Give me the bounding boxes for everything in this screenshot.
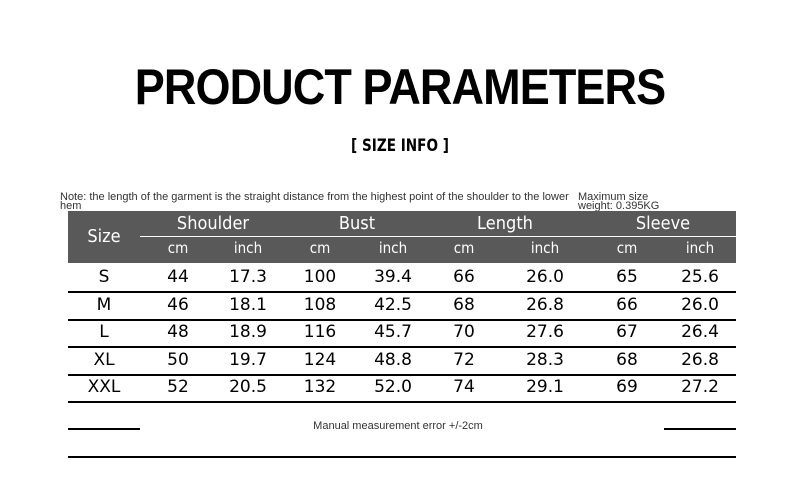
- table-row: L 48 18.9 116 45.7 70 27.6 67 26.4: [68, 318, 736, 349]
- cell: 39.4: [374, 267, 412, 287]
- cell: 26.4: [681, 322, 719, 343]
- cell: 45.7: [374, 322, 412, 343]
- cell: 72: [453, 349, 475, 370]
- page-title: PRODUCT PARAMETERS: [134, 59, 666, 115]
- cell: 48.8: [374, 349, 412, 370]
- footer-note: Manual measurement error +/-2cm: [313, 420, 483, 432]
- header-divider: [140, 236, 736, 237]
- divider-right: [664, 428, 736, 430]
- note: Note: the length of the garment is the s…: [60, 191, 569, 212]
- cell: 18.9: [229, 322, 267, 343]
- cell: 67: [616, 322, 638, 343]
- cell: 19.7: [229, 349, 267, 370]
- cell: 18.1: [229, 294, 267, 315]
- size-cell: S: [98, 267, 110, 287]
- cell: 100: [303, 267, 337, 287]
- cell: 48: [167, 322, 189, 343]
- cell: 68: [616, 349, 638, 370]
- unit-header: inch: [233, 239, 263, 257]
- unit-header: cm: [616, 239, 638, 257]
- unit-header: inch: [685, 239, 715, 257]
- weight-note: Maximum size weight: 0.395KG: [578, 191, 660, 212]
- cell: 132: [303, 377, 337, 398]
- cell: 69: [616, 377, 638, 398]
- cell: 29.1: [526, 377, 564, 398]
- group-header: Shoulder: [176, 213, 250, 234]
- size-header: Size: [87, 226, 121, 247]
- cell: 70: [453, 322, 475, 343]
- cell: 27.6: [526, 322, 564, 343]
- unit-header: cm: [309, 239, 331, 257]
- cell: 26.0: [681, 294, 719, 315]
- cell: 26.8: [526, 294, 564, 315]
- unit-header: inch: [530, 239, 560, 257]
- cell: 124: [303, 349, 337, 370]
- table-row: S 44 17.3 100 39.4 66 26.0 65 25.6: [68, 263, 736, 293]
- unit-header: inch: [378, 239, 408, 257]
- cell: 65: [616, 267, 638, 287]
- cell: 26.8: [681, 349, 719, 370]
- cell: 25.6: [681, 267, 719, 287]
- cell: 66: [453, 267, 475, 287]
- unit-header: cm: [167, 239, 189, 257]
- table-row: XL 50 19.7 124 48.8 72 28.3 68 26.8: [68, 346, 736, 376]
- cell: 17.3: [229, 267, 267, 287]
- cell: 74: [453, 377, 475, 398]
- table-row: M 46 18.1 108 42.5 68 26.8 66 26.0: [68, 291, 736, 321]
- group-header: Bust: [338, 213, 376, 234]
- cell: 52: [167, 377, 189, 398]
- cell: 66: [616, 294, 638, 315]
- unit-header: cm: [453, 239, 475, 257]
- cell: 50: [167, 349, 189, 370]
- cell: 46: [167, 294, 189, 315]
- cell: 26.0: [526, 267, 564, 287]
- size-cell: XXL: [87, 377, 121, 398]
- subtitle: [ SIZE INFO ]: [351, 136, 449, 156]
- cell: 52.0: [374, 377, 412, 398]
- cell: 108: [303, 294, 337, 315]
- group-header: Length: [477, 213, 533, 234]
- size-cell: M: [96, 294, 112, 315]
- size-cell: L: [99, 322, 109, 343]
- cell: 42.5: [374, 294, 412, 315]
- group-header: Sleeve: [635, 213, 691, 234]
- size-cell: XL: [93, 349, 115, 370]
- divider-bottom: [68, 456, 736, 458]
- cell: 27.2: [681, 377, 719, 398]
- cell: 28.3: [526, 349, 564, 370]
- cell: 44: [167, 267, 189, 287]
- table-row: XXL 52 20.5 132 52.0 74 29.1 69 27.2: [68, 373, 736, 404]
- divider-left: [68, 428, 140, 430]
- table-header: Size Shoulder Bust Length Sleeve cm inch cm inc…: [68, 211, 736, 263]
- cell: 116: [303, 322, 337, 343]
- cell: 68: [453, 294, 475, 315]
- cell: 20.5: [229, 377, 267, 398]
